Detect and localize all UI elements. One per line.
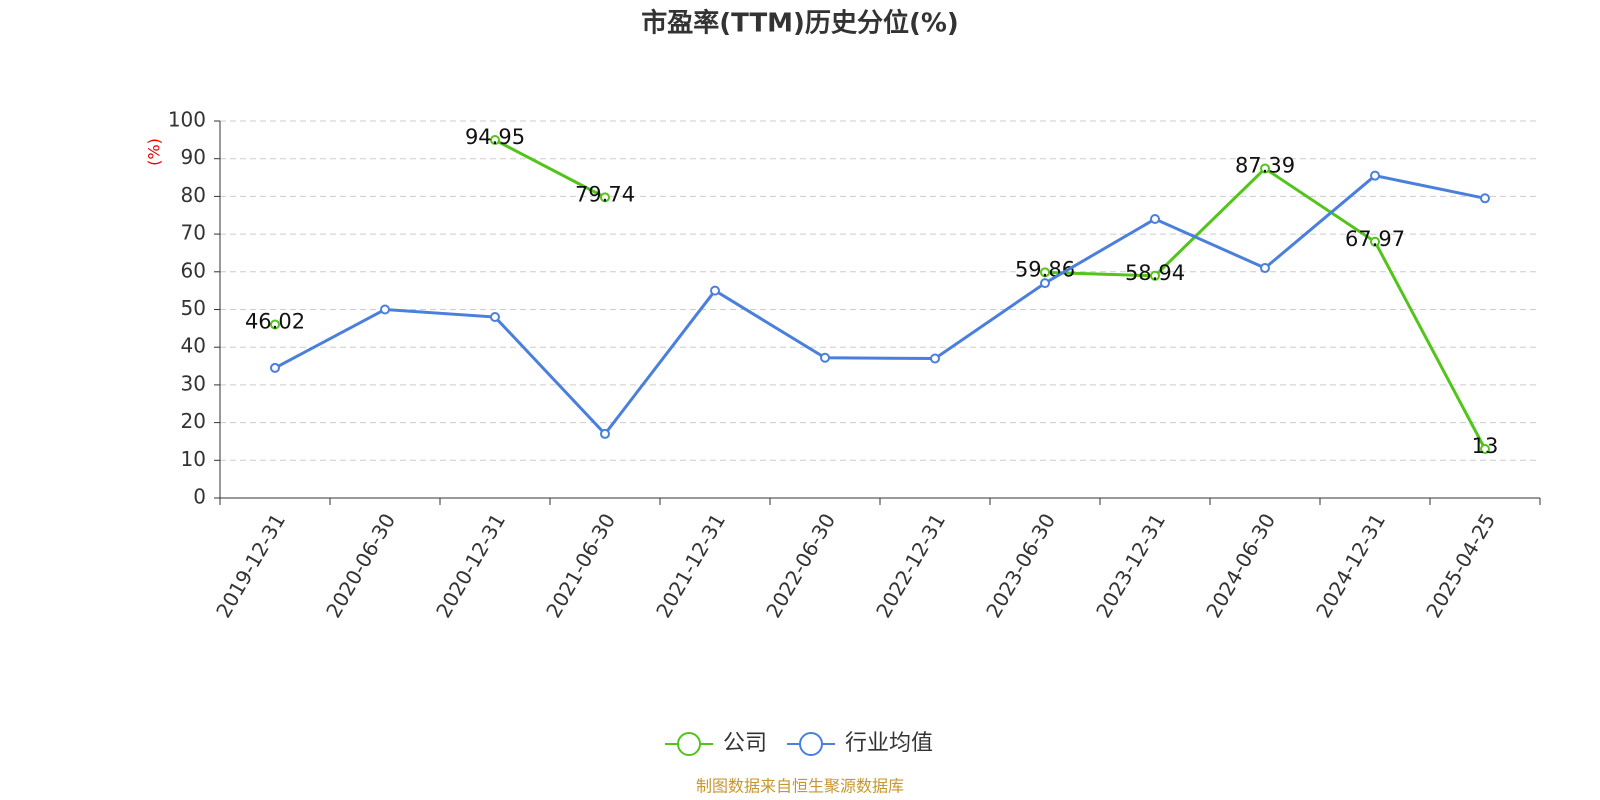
chart-title: 市盈率(TTM)历史分位(%) [641, 8, 959, 39]
data-point [1040, 267, 1050, 278]
data-point [600, 428, 610, 439]
y-tick-label: 20 [181, 409, 206, 433]
x-tick-label: 2022-12-31 [871, 509, 950, 622]
y-tick-label: 70 [181, 221, 206, 245]
data-label: 46.02 [245, 310, 305, 334]
x-tick-label: 2020-06-30 [321, 509, 400, 622]
data-label: 79.74 [575, 182, 635, 206]
data-point [1480, 193, 1490, 204]
series-line [274, 174, 1486, 437]
x-tick-label: 2021-12-31 [651, 509, 730, 622]
data-point [1040, 278, 1050, 289]
data-point [1260, 163, 1270, 174]
y-tick-label: 0 [193, 485, 206, 509]
y-tick-label: 30 [181, 371, 206, 395]
series-line [494, 138, 606, 199]
series-line [1044, 166, 1487, 450]
x-tick-label: 2024-06-30 [1201, 509, 1280, 622]
y-tick-label: 10 [181, 447, 206, 471]
y-tick-label: 100 [168, 108, 206, 132]
y-tick-label: 90 [181, 145, 206, 169]
data-point [1370, 170, 1380, 181]
legend-label: 公司 [723, 731, 767, 756]
data-point [380, 304, 390, 315]
x-tick-label: 2024-12-31 [1311, 509, 1390, 622]
legend-marker [799, 732, 824, 756]
data-point [600, 192, 610, 203]
x-tick-label: 2025-04-25 [1421, 509, 1500, 622]
source-note: 制图数据来自恒生聚源数据库 [696, 777, 904, 796]
legend-label: 行业均值 [845, 731, 933, 756]
data-label: 87.39 [1235, 154, 1295, 178]
x-tick-label: 2021-06-30 [541, 509, 620, 622]
y-tick-label: 80 [181, 183, 206, 207]
data-point [490, 135, 500, 146]
data-point [820, 352, 830, 363]
x-tick-label: 2023-06-30 [981, 509, 1060, 622]
legend-marker [677, 732, 701, 756]
y-tick-label: 60 [181, 258, 206, 282]
data-point [270, 362, 280, 373]
data-label: 13 [1472, 434, 1499, 458]
data-point [1150, 214, 1160, 225]
data-point [1370, 236, 1380, 247]
data-point [1260, 263, 1270, 274]
data-point [1150, 270, 1160, 281]
x-tick-label: 2019-12-31 [211, 509, 290, 622]
x-tick-label: 2023-12-31 [1091, 509, 1170, 622]
data-label: 67.97 [1345, 227, 1405, 251]
data-point [1480, 443, 1490, 454]
data-label: 94.95 [465, 125, 525, 149]
y-tick-label: 50 [181, 296, 206, 320]
data-label: 58.94 [1125, 261, 1185, 285]
data-point [710, 285, 720, 296]
y-axis-label: (%) [145, 138, 164, 166]
data-label: 59.86 [1015, 257, 1075, 281]
data-point [930, 353, 940, 364]
data-point [490, 312, 500, 323]
data-point [270, 319, 280, 330]
y-tick-label: 40 [181, 334, 206, 358]
x-tick-label: 2022-06-30 [761, 509, 840, 622]
x-tick-label: 2020-12-31 [431, 509, 510, 622]
